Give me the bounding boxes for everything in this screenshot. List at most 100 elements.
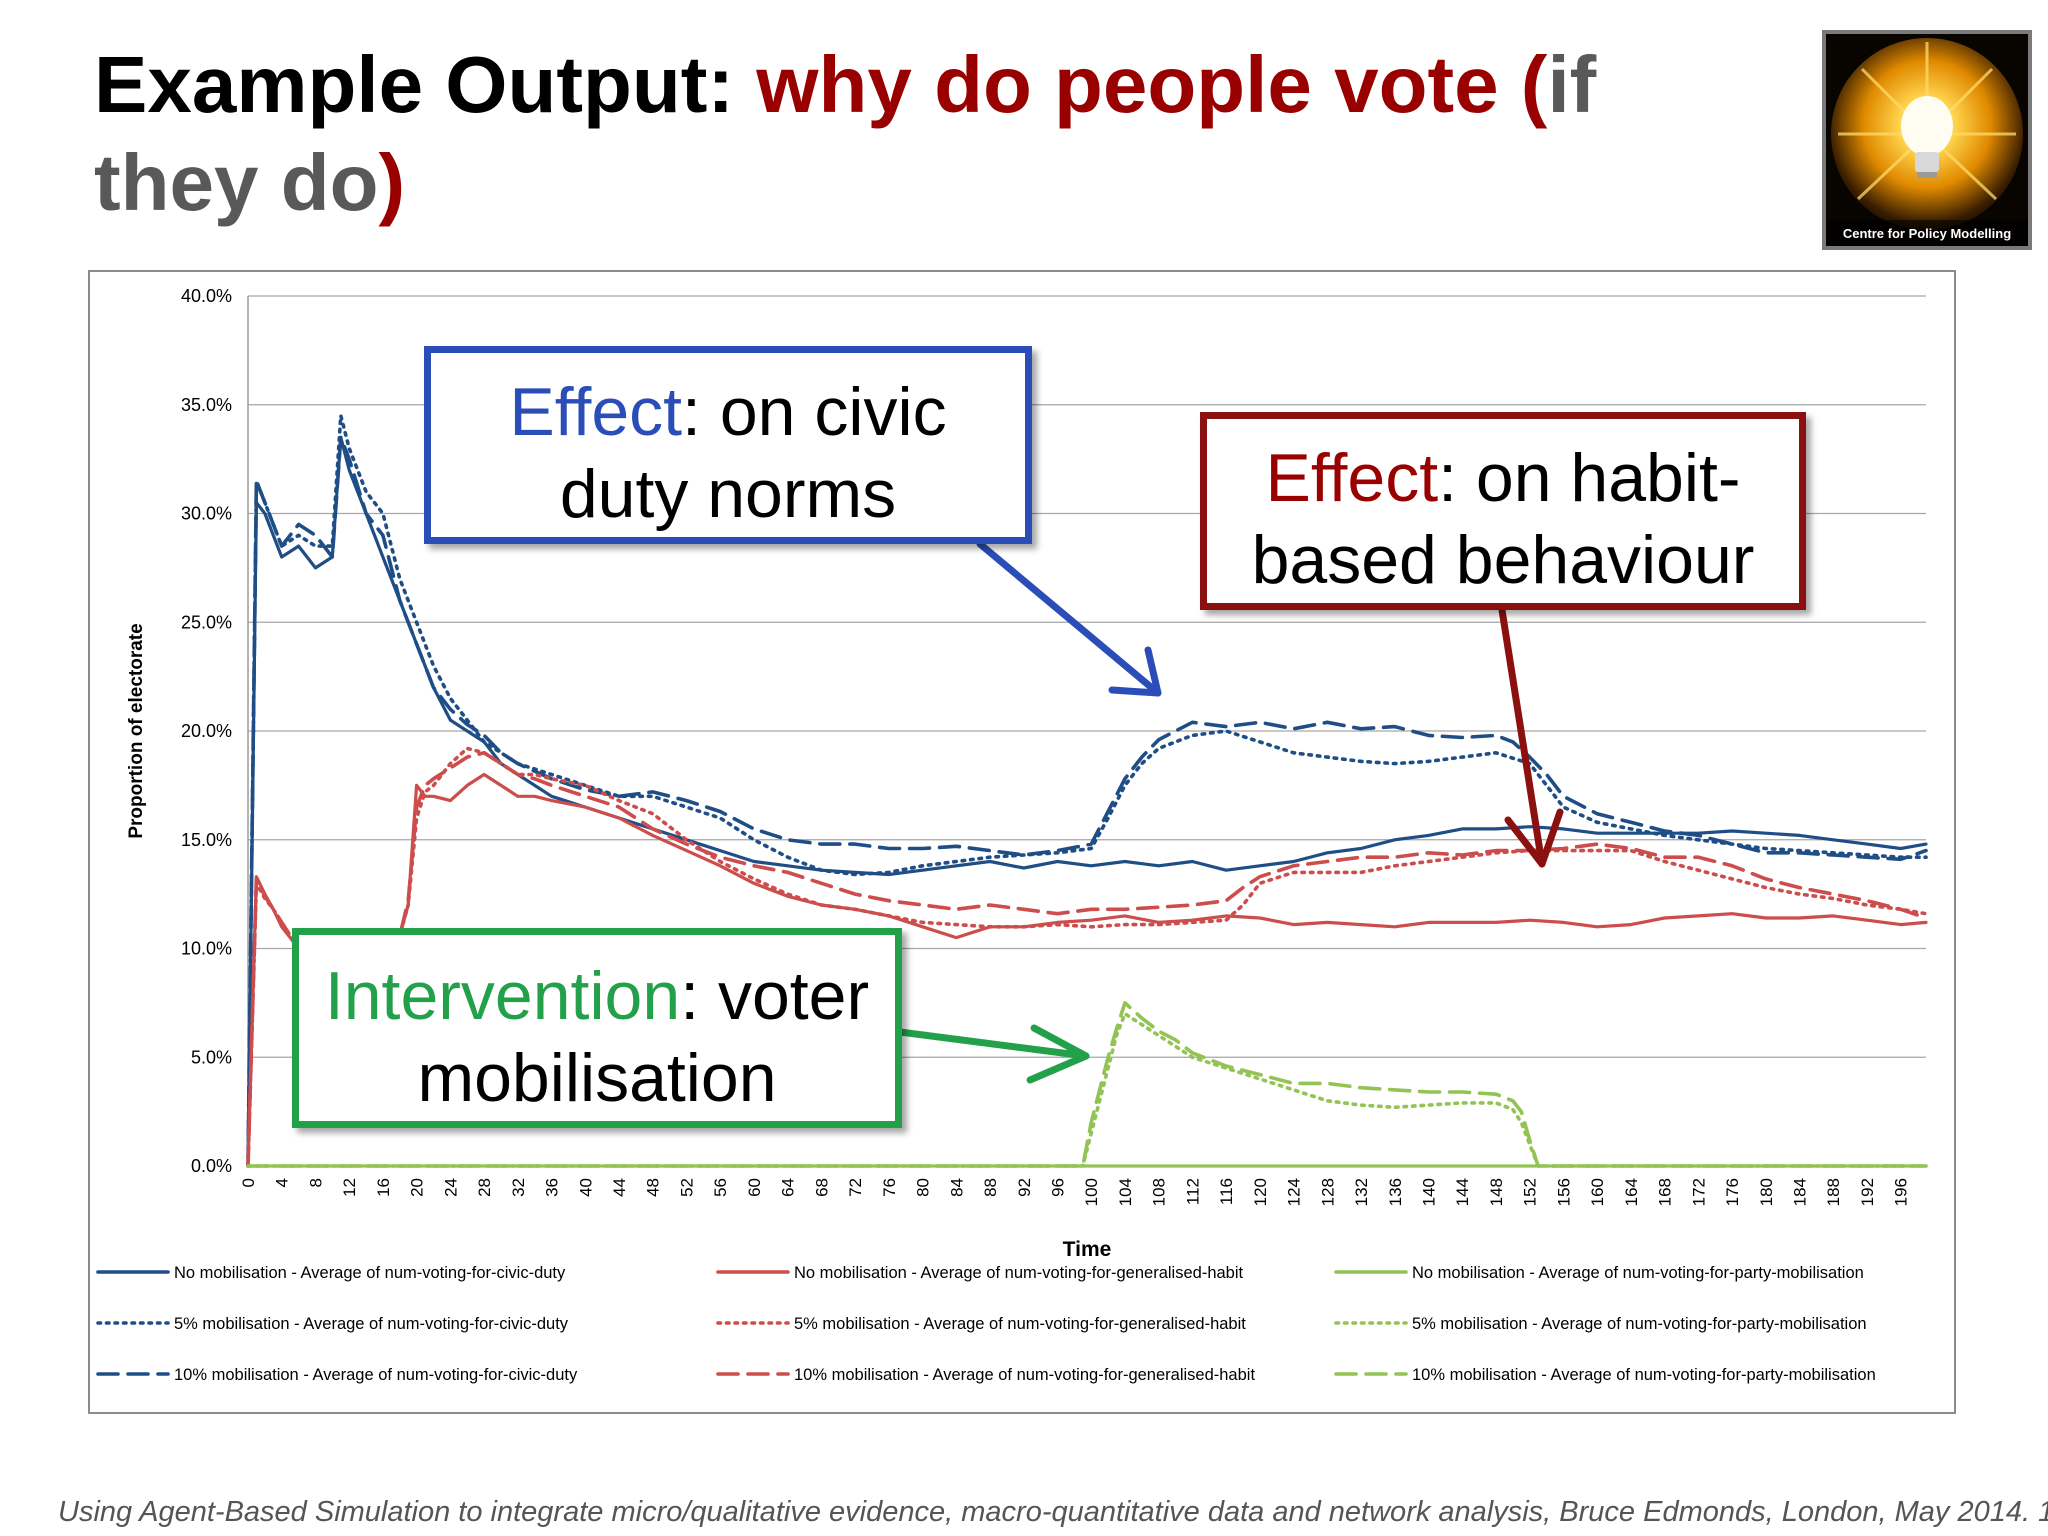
x-tick-label: 128 xyxy=(1318,1178,1337,1206)
x-tick-label: 168 xyxy=(1656,1178,1675,1206)
callout-civic-keyword: Effect xyxy=(509,374,683,450)
legend-item: 10% mobilisation - Average of num-voting… xyxy=(96,1366,578,1384)
cpm-logo: Centre for Policy Modelling xyxy=(1822,30,2032,250)
x-tick-label: 64 xyxy=(779,1178,798,1197)
x-tick-label: 0 xyxy=(239,1178,258,1187)
x-tick-label: 24 xyxy=(441,1178,460,1197)
legend-item: No mobilisation - Average of num-voting-… xyxy=(716,1264,1244,1282)
y-tick-label: 20.0% xyxy=(181,721,232,741)
title-part-2: why do people vote ( xyxy=(756,40,1548,129)
title-part-3: if they do xyxy=(94,40,1597,227)
legend-item: 10% mobilisation - Average of num-voting… xyxy=(1334,1366,1876,1384)
legend-item: 5% mobilisation - Average of num-voting-… xyxy=(716,1315,1246,1333)
x-tick-label: 16 xyxy=(374,1178,393,1197)
legend-item: No mobilisation - Average of num-voting-… xyxy=(96,1264,566,1282)
legend: No mobilisation - Average of num-voting-… xyxy=(96,1264,1876,1384)
x-tick-label: 20 xyxy=(408,1178,427,1197)
callout-civic-line2: duty norms xyxy=(559,456,897,532)
x-tick-label: 104 xyxy=(1116,1178,1135,1206)
x-tick-label: 100 xyxy=(1082,1178,1101,1206)
callout-habit-line2: based behaviour xyxy=(1251,522,1755,598)
x-axis-title: Time xyxy=(1063,1238,1112,1261)
x-tick-label: 88 xyxy=(981,1178,1000,1197)
callout-habit-behaviour: Effect: on habit- based behaviour xyxy=(1200,412,1806,610)
x-tick-label: 180 xyxy=(1757,1178,1776,1206)
x-tick-label: 44 xyxy=(610,1178,629,1197)
x-tick-label: 112 xyxy=(1183,1178,1202,1205)
x-tick-label: 152 xyxy=(1521,1178,1540,1206)
callout-mob-line1-rest: : voter xyxy=(680,958,870,1034)
slide-footer: Using Agent-Based Simulation to integrat… xyxy=(58,1496,2048,1528)
series-line-2 xyxy=(246,413,1928,1168)
x-tick-label: 96 xyxy=(1048,1178,1067,1197)
y-tick-label: 40.0% xyxy=(181,286,232,306)
logo-text: Centre for Policy Modelling xyxy=(1843,226,2011,241)
series-line-9 xyxy=(246,1001,1928,1168)
x-tick-label: 80 xyxy=(914,1178,933,1197)
x-tick-label: 8 xyxy=(306,1178,325,1187)
x-tick-label: 140 xyxy=(1420,1178,1439,1206)
x-tick-label: 120 xyxy=(1251,1178,1270,1206)
callout-habit-keyword: Effect xyxy=(1265,440,1439,516)
x-tick-label: 84 xyxy=(947,1178,966,1197)
x-tick-label: 40 xyxy=(576,1178,595,1197)
x-tick-label: 12 xyxy=(340,1178,359,1197)
x-tick-label: 56 xyxy=(711,1178,730,1197)
x-tick-label: 116 xyxy=(1217,1178,1236,1205)
y-tick-label: 25.0% xyxy=(181,612,232,632)
y-tick-label: 35.0% xyxy=(181,395,232,415)
callout-civic-line1-rest: : on civic xyxy=(682,374,947,450)
callout-mob-keyword: Intervention xyxy=(324,958,681,1034)
legend-label: No mobilisation - Average of num-voting-… xyxy=(1412,1264,1864,1282)
lightbulb-icon: Centre for Policy Modelling xyxy=(1826,34,2028,246)
x-tick-label: 108 xyxy=(1150,1178,1169,1206)
x-tick-label: 60 xyxy=(745,1178,764,1197)
y-tick-label: 10.0% xyxy=(181,939,232,959)
callout-mob-line2: mobilisation xyxy=(417,1040,777,1116)
x-tick-label: 188 xyxy=(1824,1178,1843,1206)
series-line-3 xyxy=(246,435,1928,1168)
legend-label: No mobilisation - Average of num-voting-… xyxy=(794,1264,1244,1282)
callout-habit-line1-rest: : on habit- xyxy=(1438,440,1741,516)
x-tick-label: 176 xyxy=(1723,1178,1742,1206)
x-tick-label: 32 xyxy=(509,1178,528,1197)
y-tick-labels: 0.0% 5.0% 10.0% 15.0% 20.0% 25.0% 30.0% 35.0% 40… xyxy=(181,286,232,1176)
x-tick-label: 160 xyxy=(1588,1178,1607,1206)
callout-mob-line1: Intervention: voter xyxy=(299,955,895,1037)
x-tick-label: 72 xyxy=(846,1178,865,1197)
callout-voter-mobilisation: Intervention: voter mobilisation xyxy=(292,928,902,1128)
y-axis-title: Proportion of electorate xyxy=(126,623,147,838)
x-tick-label: 156 xyxy=(1554,1178,1573,1206)
y-tick-label: 5.0% xyxy=(191,1047,232,1067)
slide-title: Example Output: why do people vote (if t… xyxy=(94,36,1654,232)
legend-label: 5% mobilisation - Average of num-voting-… xyxy=(794,1315,1246,1333)
x-tick-label: 4 xyxy=(273,1178,292,1187)
x-tick-label: 52 xyxy=(677,1178,696,1197)
legend-label: 10% mobilisation - Average of num-voting… xyxy=(1412,1366,1876,1384)
legend-label: 5% mobilisation - Average of num-voting-… xyxy=(174,1315,569,1333)
callout-habit-line1: Effect: on habit- xyxy=(1207,437,1799,519)
x-tick-label: 132 xyxy=(1352,1178,1371,1206)
x-tick-label: 36 xyxy=(543,1178,562,1197)
x-tick-label: 196 xyxy=(1892,1178,1911,1206)
x-tick-label: 92 xyxy=(1015,1178,1034,1197)
legend-item: 5% mobilisation - Average of num-voting-… xyxy=(96,1315,569,1333)
legend-label: No mobilisation - Average of num-voting-… xyxy=(174,1264,566,1282)
x-tick-label: 172 xyxy=(1689,1178,1708,1206)
x-tick-label: 144 xyxy=(1453,1178,1472,1206)
callout-civic-duty: Effect: on civic duty norms xyxy=(424,346,1032,544)
x-tick-label: 124 xyxy=(1285,1178,1304,1206)
x-tick-label: 164 xyxy=(1622,1178,1641,1206)
x-tick-labels: 0 4 8 12 16 20 24 28 32 36 40 44 48 52 56 60 64 68 72 76 80 8… xyxy=(239,1178,1911,1206)
y-tick-label: 30.0% xyxy=(181,504,232,524)
y-tick-label: 15.0% xyxy=(181,830,232,850)
legend-label: 10% mobilisation - Average of num-voting… xyxy=(174,1366,578,1384)
legend-label: 5% mobilisation - Average of num-voting-… xyxy=(1412,1315,1867,1333)
series-line-8 xyxy=(246,1012,1928,1168)
x-tick-label: 184 xyxy=(1791,1178,1810,1206)
x-tick-label: 148 xyxy=(1487,1178,1506,1206)
y-tick-label: 0.0% xyxy=(191,1156,232,1176)
x-tick-label: 68 xyxy=(812,1178,831,1197)
legend-item: No mobilisation - Average of num-voting-… xyxy=(1334,1264,1864,1282)
legend-label: 10% mobilisation - Average of num-voting… xyxy=(794,1366,1255,1384)
